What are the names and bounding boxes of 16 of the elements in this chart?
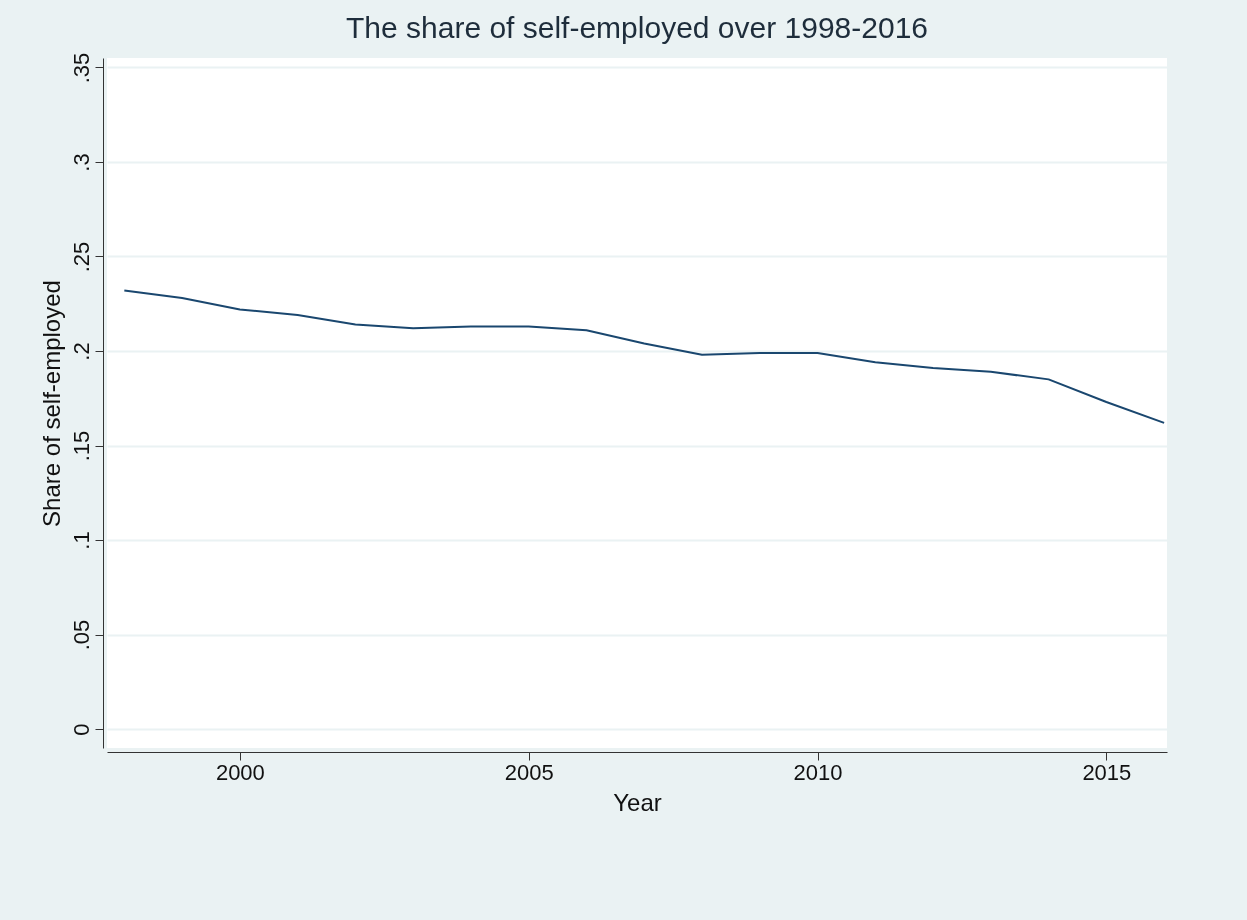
chart-title: The share of self-employed over 1998-2016 (345, 11, 929, 45)
line-series (123, 289, 1166, 424)
y-tick-label: .05 (68, 619, 94, 651)
y-tick-label: 0 (68, 723, 94, 736)
x-tick-label: 2010 (793, 759, 843, 785)
x-axis-title: Year (613, 788, 662, 816)
x-tick-label: 2015 (1082, 759, 1132, 785)
y-tick-label: .35 (68, 52, 94, 84)
x-tick-label: 2000 (215, 759, 265, 785)
y-tick-label: .15 (68, 430, 94, 462)
y-tick-label: .3 (68, 153, 94, 172)
y-axis-title: Share of self-employed (37, 280, 65, 527)
y-tick-label: .1 (68, 531, 94, 550)
x-tick-label: 2005 (504, 759, 554, 785)
y-tick-label: .2 (68, 342, 94, 361)
y-tick-label: .25 (68, 241, 94, 273)
